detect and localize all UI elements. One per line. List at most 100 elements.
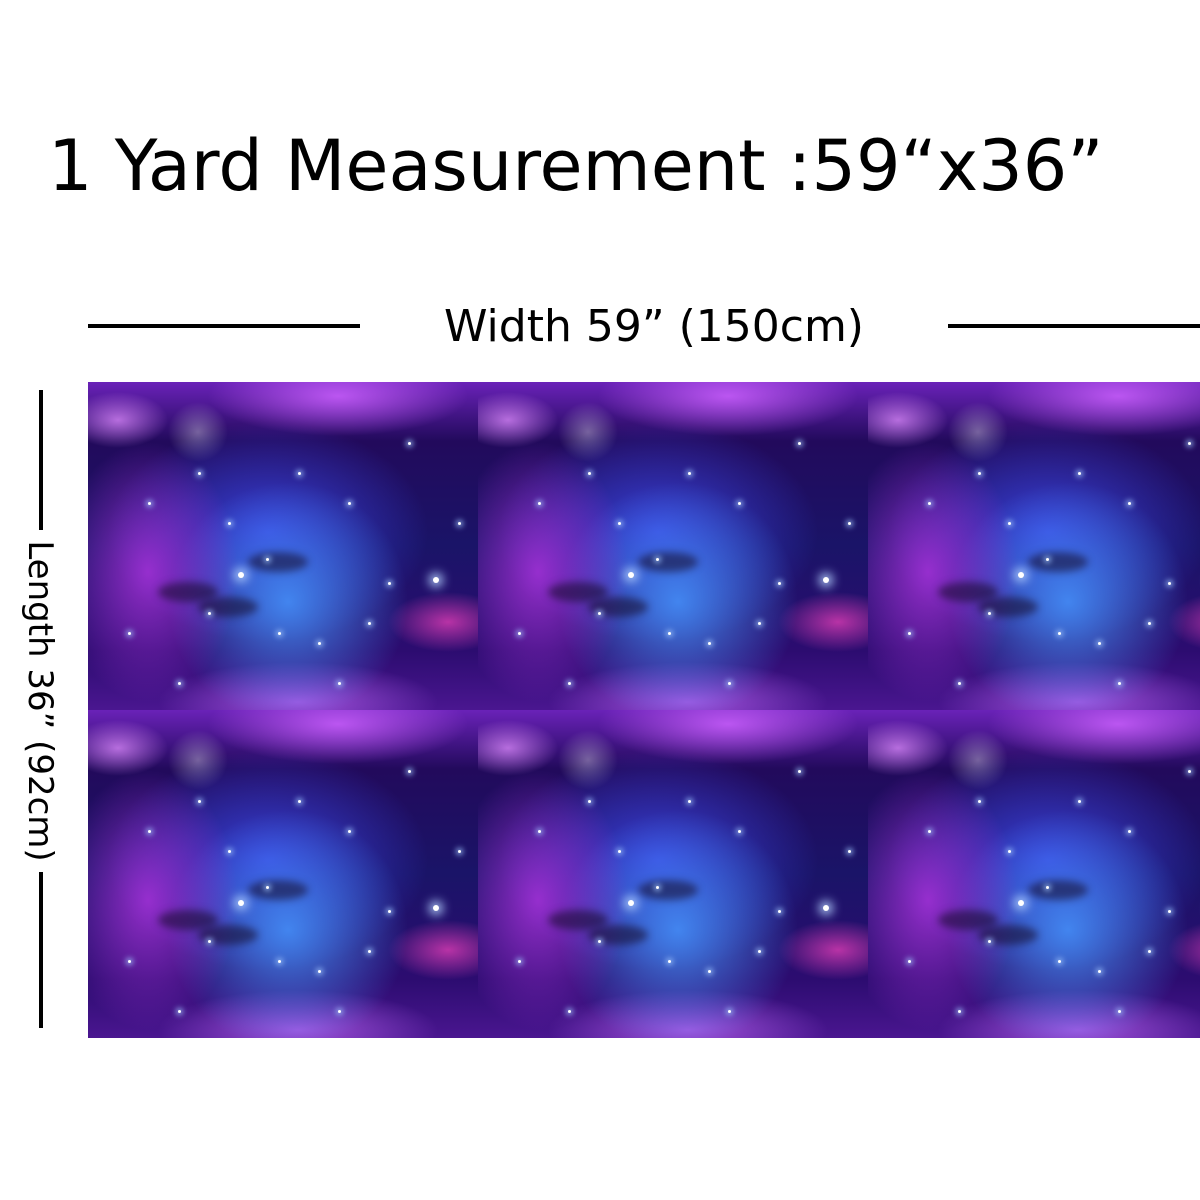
star [178, 1010, 181, 1013]
star [458, 850, 461, 853]
nebula-dust [978, 925, 1038, 945]
star [1098, 642, 1101, 645]
star [958, 682, 961, 685]
galaxy-fabric-swatch [88, 382, 1200, 1038]
nebula-tile [88, 382, 478, 710]
star [458, 522, 461, 525]
measurement-title: 1 Yard Measurement :59“x36” [48, 125, 1104, 207]
star [368, 622, 371, 625]
star [318, 970, 321, 973]
star [798, 770, 801, 773]
nebula-dust [978, 597, 1038, 617]
star [778, 910, 781, 913]
nebula-dust [248, 552, 308, 572]
star [798, 442, 801, 445]
star [628, 572, 634, 578]
star [823, 905, 829, 911]
star [1118, 682, 1121, 685]
star [298, 800, 301, 803]
star [988, 940, 991, 943]
star [618, 850, 621, 853]
width-rule-right [948, 324, 1200, 328]
star [278, 960, 281, 963]
star [388, 582, 391, 585]
nebula-dust [198, 925, 258, 945]
star [298, 472, 301, 475]
star [128, 960, 131, 963]
star [266, 558, 269, 561]
star [848, 850, 851, 853]
nebula-dust [158, 910, 218, 930]
star [978, 800, 981, 803]
star [598, 940, 601, 943]
star [848, 522, 851, 525]
length-label: Length 36” (92cm) [20, 540, 60, 862]
star [348, 830, 351, 833]
nebula-tile [868, 382, 1200, 710]
star [178, 682, 181, 685]
star [708, 970, 711, 973]
star [1148, 622, 1151, 625]
star [778, 582, 781, 585]
star [758, 950, 761, 953]
star [1128, 502, 1131, 505]
nebula-dust [548, 910, 608, 930]
star [1058, 632, 1061, 635]
star [278, 632, 281, 635]
star [238, 572, 244, 578]
star [958, 1010, 961, 1013]
nebula-dust [938, 582, 998, 602]
star [1148, 950, 1151, 953]
star [708, 642, 711, 645]
star [1018, 900, 1024, 906]
nebula-dust [588, 597, 648, 617]
star [738, 830, 741, 833]
star [1188, 770, 1191, 773]
star [228, 850, 231, 853]
star [538, 830, 541, 833]
star [1128, 830, 1131, 833]
star [656, 886, 659, 889]
star [433, 577, 439, 583]
star [1046, 558, 1049, 561]
star [408, 770, 411, 773]
star [1168, 910, 1171, 913]
star [198, 800, 201, 803]
star [908, 960, 911, 963]
star [688, 472, 691, 475]
star [668, 960, 671, 963]
star [1078, 472, 1081, 475]
nebula-tile [868, 710, 1200, 1038]
star [568, 682, 571, 685]
nebula-dust [1028, 880, 1088, 900]
star [1058, 960, 1061, 963]
nebula-dust [938, 910, 998, 930]
star [348, 502, 351, 505]
star [433, 905, 439, 911]
star [908, 632, 911, 635]
star [408, 442, 411, 445]
nebula-tile [478, 710, 868, 1038]
star [128, 632, 131, 635]
star [518, 960, 521, 963]
star [588, 800, 591, 803]
star [1008, 522, 1011, 525]
star [1078, 800, 1081, 803]
star [368, 950, 371, 953]
width-label: Width 59” (150cm) [444, 301, 864, 352]
star [338, 1010, 341, 1013]
star [148, 830, 151, 833]
star [758, 622, 761, 625]
star [208, 940, 211, 943]
star [1098, 970, 1101, 973]
star [668, 632, 671, 635]
star [728, 682, 731, 685]
nebula-dust [548, 582, 608, 602]
star [688, 800, 691, 803]
star [738, 502, 741, 505]
length-rule-bottom [39, 872, 43, 1028]
star [228, 522, 231, 525]
star [538, 502, 541, 505]
star [728, 1010, 731, 1013]
